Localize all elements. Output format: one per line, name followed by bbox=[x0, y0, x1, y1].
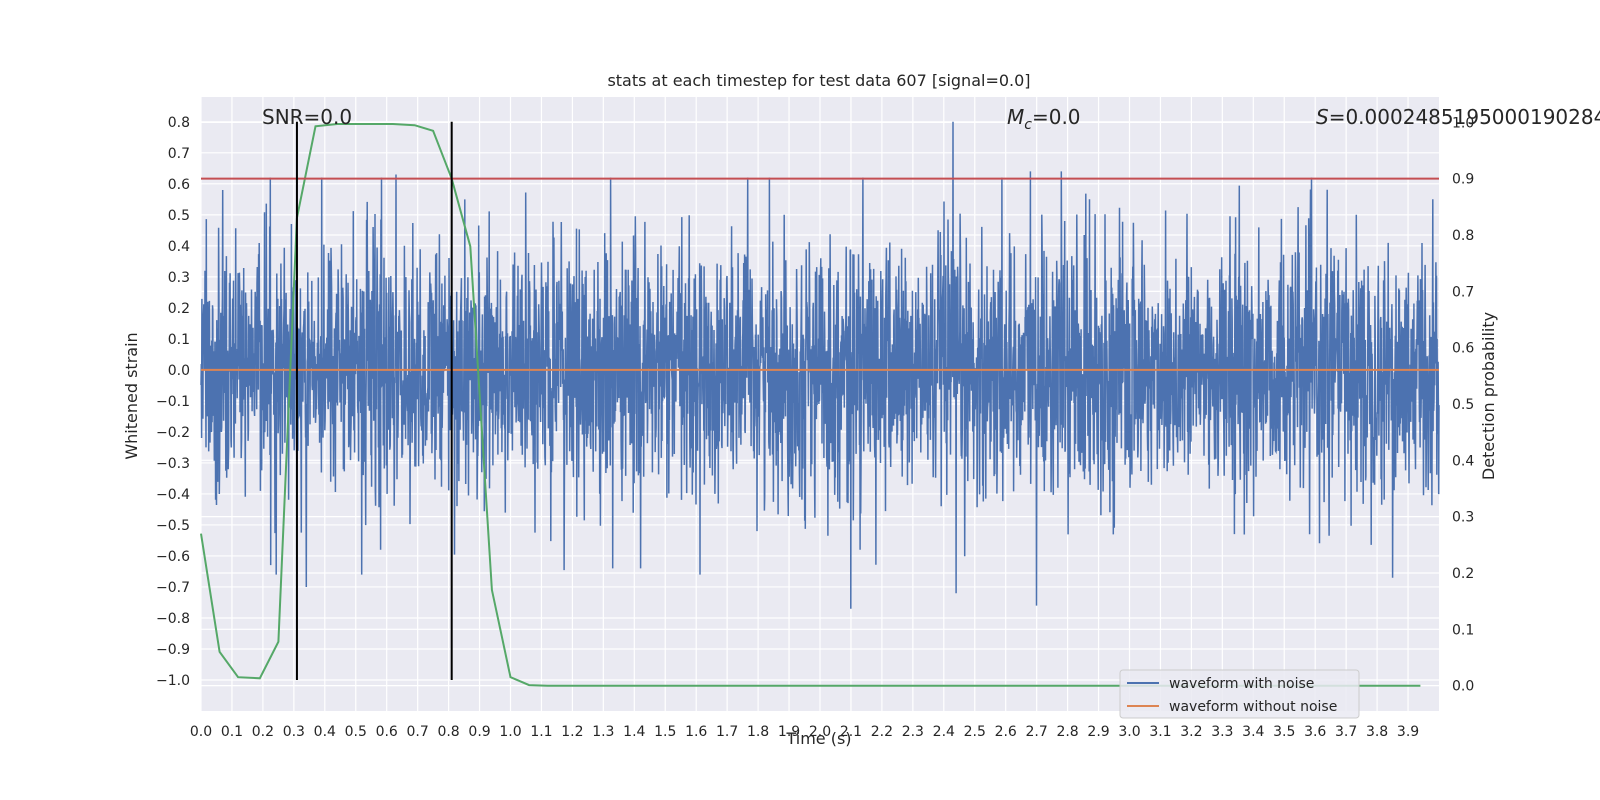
x-tick-label: 3.1 bbox=[1149, 724, 1171, 740]
x-tick-label: 0.8 bbox=[437, 724, 459, 740]
y2-tick-label: 0.4 bbox=[1452, 453, 1474, 469]
series-detection-probability bbox=[200, 123, 1421, 687]
y-tick-label: 0.4 bbox=[168, 239, 190, 255]
x-tick-label: 1.1 bbox=[530, 724, 552, 740]
x-tick-label: 0.7 bbox=[407, 724, 429, 740]
x-tick-label: 2.0 bbox=[809, 724, 831, 740]
x-tick-label: 3.3 bbox=[1211, 724, 1233, 740]
x-tick-label: 0.4 bbox=[314, 724, 336, 740]
x-tick-label: 1.4 bbox=[623, 724, 645, 740]
x-tick-label: 3.4 bbox=[1242, 724, 1264, 740]
series-layer bbox=[200, 121, 1440, 687]
x-tick-label: 1.8 bbox=[747, 724, 769, 740]
y-tick-label: 0.8 bbox=[168, 115, 190, 131]
y2-tick-label: 0.0 bbox=[1452, 679, 1474, 695]
y-tick-label: −0.3 bbox=[156, 456, 190, 472]
x-axis-ticks: 0.0 0.1 0.2 0.3 0.4 0.5 0.6 0.7 0.8 0.9 1.0 1.1 1.2 1… bbox=[190, 724, 1419, 740]
y-tick-label: 0.2 bbox=[168, 301, 190, 317]
x-tick-label: 2.6 bbox=[995, 724, 1017, 740]
legend-entry-noise: waveform with noise bbox=[1169, 676, 1314, 692]
x-tick-label: 0.2 bbox=[252, 724, 274, 740]
x-tick-label: 3.9 bbox=[1397, 724, 1419, 740]
x-tick-label: 1.2 bbox=[561, 724, 583, 740]
y2-tick-label: 0.5 bbox=[1452, 397, 1474, 413]
mc-subscript: c bbox=[1024, 117, 1032, 133]
x-tick-label: 2.3 bbox=[902, 724, 924, 740]
s-annotation: S=0.0002485195000190284 bbox=[1316, 105, 1600, 129]
y-tick-label: −0.2 bbox=[156, 425, 190, 441]
y-tick-label: −0.8 bbox=[156, 611, 190, 627]
x-tick-label: 2.9 bbox=[1087, 724, 1109, 740]
y-tick-label: 0.1 bbox=[168, 332, 190, 348]
x-tick-label: 0.6 bbox=[376, 724, 398, 740]
chart-title: stats at each timestep for test data 607… bbox=[607, 71, 1030, 90]
y2-tick-label: 0.1 bbox=[1452, 622, 1474, 638]
x-tick-label: 3.2 bbox=[1180, 724, 1202, 740]
y-tick-label: −0.6 bbox=[156, 549, 190, 565]
y-tick-label: 0.5 bbox=[168, 208, 190, 224]
y-tick-label: 0.7 bbox=[168, 146, 190, 162]
x-tick-label: 0.3 bbox=[283, 724, 305, 740]
x-tick-label: 2.5 bbox=[964, 724, 986, 740]
y-tick-label: 0.3 bbox=[168, 270, 190, 286]
y2-tick-label: 0.3 bbox=[1452, 510, 1474, 526]
y2-axis-ticks: 1.0 0.9 0.8 0.7 0.6 0.5 0.4 0.3 0.2 0.1 0.0 bbox=[1452, 115, 1474, 694]
s-symbol: S bbox=[1316, 105, 1329, 129]
x-tick-label: 3.5 bbox=[1273, 724, 1295, 740]
x-tick-label: 0.0 bbox=[190, 724, 212, 740]
y2-tick-label: 1.0 bbox=[1452, 115, 1474, 131]
x-tick-label: 3.0 bbox=[1118, 724, 1140, 740]
snr-annotation: SNR=0.0 bbox=[262, 105, 352, 129]
legend: waveform with noise waveform without noi… bbox=[1119, 669, 1360, 719]
x-tick-label: 3.8 bbox=[1366, 724, 1388, 740]
x-tick-label: 3.6 bbox=[1304, 724, 1326, 740]
x-tick-label: 0.9 bbox=[468, 724, 490, 740]
y-tick-label: −0.9 bbox=[156, 642, 190, 658]
y-tick-label: −0.7 bbox=[156, 580, 190, 596]
x-tick-label: 1.6 bbox=[685, 724, 707, 740]
series-waveform-with-noise bbox=[200, 121, 1440, 609]
mc-value: =0.0 bbox=[1032, 105, 1081, 129]
mc-symbol: M bbox=[1007, 105, 1024, 129]
x-axis-label: Time (s) bbox=[785, 729, 851, 748]
reference-lines bbox=[201, 121, 1439, 680]
x-tick-label: 2.4 bbox=[933, 724, 955, 740]
y-axis-ticks: 0.8 0.7 0.6 0.5 0.4 0.3 0.2 0.1 0.0 −0.1 −0.2 −0.3 −… bbox=[156, 115, 190, 689]
y-tick-label: 0.0 bbox=[168, 363, 190, 379]
x-tick-label: 1.0 bbox=[499, 724, 521, 740]
y-tick-label: 0.6 bbox=[168, 177, 190, 193]
y-tick-label: −0.1 bbox=[156, 394, 190, 410]
mc-annotation: Mc=0.0 bbox=[1007, 105, 1081, 133]
s-value: =0.0002485195000190284 bbox=[1329, 105, 1600, 129]
legend-entry-clean: waveform without noise bbox=[1169, 699, 1337, 715]
y-tick-label: −1.0 bbox=[156, 673, 190, 689]
y2-tick-label: 0.2 bbox=[1452, 566, 1474, 582]
x-tick-label: 1.5 bbox=[654, 724, 676, 740]
x-tick-label: 0.5 bbox=[345, 724, 367, 740]
x-tick-label: 2.7 bbox=[1026, 724, 1048, 740]
y2-axis-label: Detection probability bbox=[1479, 312, 1498, 480]
y2-tick-label: 0.8 bbox=[1452, 228, 1474, 244]
x-tick-label: 1.7 bbox=[716, 724, 738, 740]
x-tick-label: 2.2 bbox=[871, 724, 893, 740]
x-tick-label: 3.7 bbox=[1335, 724, 1357, 740]
x-tick-label: 0.1 bbox=[221, 724, 243, 740]
y-axis-label: Whitened strain bbox=[122, 332, 141, 459]
x-tick-label: 2.8 bbox=[1056, 724, 1078, 740]
y2-tick-label: 0.9 bbox=[1452, 172, 1474, 188]
x-tick-label: 1.9 bbox=[778, 724, 800, 740]
y2-tick-label: 0.7 bbox=[1452, 284, 1474, 300]
x-tick-label: 1.3 bbox=[592, 724, 614, 740]
y-tick-label: −0.5 bbox=[156, 518, 190, 534]
x-tick-label: 2.1 bbox=[840, 724, 862, 740]
y-tick-label: −0.4 bbox=[156, 487, 190, 503]
legend-box bbox=[1119, 669, 1360, 719]
y2-tick-label: 0.6 bbox=[1452, 341, 1474, 357]
